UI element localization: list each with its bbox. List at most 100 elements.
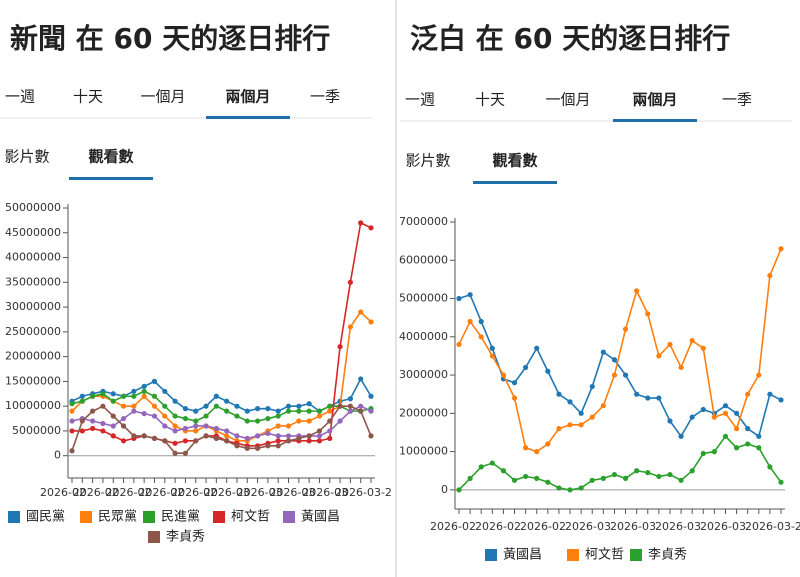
data-point bbox=[151, 413, 158, 419]
data-point bbox=[296, 418, 302, 424]
data-point bbox=[567, 399, 573, 405]
data-point bbox=[254, 433, 261, 439]
x-tick-label: 2026-02 bbox=[430, 520, 476, 533]
data-point bbox=[622, 475, 629, 481]
y-tick-label: 0 bbox=[54, 449, 61, 462]
period-tab[interactable]: 一週 bbox=[405, 91, 435, 109]
period-tab[interactable]: 一個月 bbox=[545, 91, 590, 109]
data-point bbox=[478, 318, 484, 325]
y-tick-label: 30000000 bbox=[5, 300, 61, 313]
data-point bbox=[667, 341, 673, 348]
data-point bbox=[172, 413, 178, 419]
data-point bbox=[700, 406, 706, 413]
data-point bbox=[182, 450, 189, 456]
data-point bbox=[578, 410, 584, 416]
metric-tab[interactable]: 影片數 bbox=[405, 152, 450, 170]
x-tick-label: 2026-03-2 bbox=[745, 520, 800, 533]
y-tick-label: 15000000 bbox=[5, 374, 61, 387]
data-point bbox=[306, 408, 312, 414]
data-point bbox=[467, 292, 473, 298]
period-tab[interactable]: 一季 bbox=[722, 91, 752, 109]
data-point bbox=[689, 468, 695, 474]
data-point bbox=[182, 406, 189, 412]
data-point bbox=[358, 220, 364, 226]
x-tick-label: 2026-03 bbox=[700, 520, 746, 533]
data-point bbox=[151, 435, 158, 441]
data-point bbox=[667, 418, 673, 424]
period-tab[interactable]: 一季 bbox=[310, 88, 340, 106]
data-point bbox=[69, 428, 75, 434]
y-tick-label: 3000000 bbox=[399, 368, 448, 381]
data-point bbox=[711, 449, 717, 455]
metric-tab[interactable]: 觀看數 bbox=[88, 148, 133, 166]
x-tick-label: 2026-02 bbox=[106, 486, 152, 499]
data-point bbox=[567, 487, 573, 493]
data-point bbox=[600, 349, 606, 355]
data-point bbox=[141, 433, 147, 439]
data-point bbox=[265, 430, 271, 437]
y-tick-label: 45000000 bbox=[5, 226, 61, 239]
data-point bbox=[327, 408, 333, 414]
data-point bbox=[213, 425, 219, 432]
data-point bbox=[327, 428, 333, 434]
data-point bbox=[224, 428, 230, 434]
data-point bbox=[275, 408, 281, 414]
metric-tab[interactable]: 影片數 bbox=[4, 148, 49, 166]
data-point bbox=[358, 403, 364, 409]
data-point bbox=[678, 477, 684, 483]
data-point bbox=[368, 393, 374, 399]
data-point bbox=[275, 433, 281, 439]
data-point bbox=[611, 372, 618, 378]
data-point bbox=[556, 485, 562, 491]
data-point bbox=[234, 443, 240, 449]
data-point bbox=[110, 398, 116, 404]
data-point bbox=[110, 433, 116, 439]
data-point bbox=[193, 438, 199, 444]
period-tab[interactable]: 兩個月 bbox=[225, 88, 270, 106]
data-point bbox=[534, 449, 540, 455]
data-point bbox=[254, 445, 261, 451]
y-tick-label: 0 bbox=[441, 483, 448, 496]
y-tick-label: 10000000 bbox=[5, 399, 61, 412]
data-point bbox=[131, 403, 137, 409]
data-point bbox=[224, 438, 230, 444]
data-point bbox=[285, 403, 292, 409]
data-point bbox=[213, 393, 219, 399]
data-point bbox=[203, 423, 209, 429]
data-point bbox=[69, 418, 75, 424]
data-point bbox=[316, 408, 323, 414]
metric-tab[interactable]: 觀看數 bbox=[492, 152, 537, 170]
data-point bbox=[100, 391, 106, 397]
legend-swatch bbox=[485, 549, 497, 561]
data-point bbox=[141, 383, 147, 389]
data-point bbox=[234, 403, 240, 409]
data-point bbox=[182, 438, 189, 444]
x-tick-label: 2026-02 bbox=[40, 486, 86, 499]
period-tab[interactable]: 一個月 bbox=[140, 88, 185, 106]
data-point bbox=[722, 403, 729, 409]
legend-swatch bbox=[567, 549, 579, 561]
period-tab[interactable]: 兩個月 bbox=[632, 91, 677, 109]
data-point bbox=[182, 415, 189, 422]
x-tick-label: 2026-03 bbox=[655, 520, 701, 533]
data-point bbox=[275, 423, 281, 429]
data-point bbox=[700, 345, 706, 351]
data-point bbox=[100, 428, 106, 434]
data-point bbox=[224, 408, 230, 414]
period-tab[interactable]: 十天 bbox=[475, 91, 505, 109]
data-point bbox=[733, 410, 740, 416]
period-tab[interactable]: 十天 bbox=[73, 88, 103, 106]
data-point bbox=[110, 391, 116, 397]
data-point bbox=[622, 372, 629, 378]
data-point bbox=[337, 418, 343, 424]
data-point bbox=[110, 423, 116, 429]
data-point bbox=[556, 426, 562, 432]
data-point bbox=[456, 295, 462, 302]
y-tick-label: 20000000 bbox=[5, 350, 61, 363]
data-point bbox=[151, 393, 158, 399]
data-point bbox=[337, 403, 343, 409]
data-point bbox=[110, 413, 116, 419]
period-tab[interactable]: 一週 bbox=[5, 88, 35, 106]
legend-swatch bbox=[80, 511, 92, 523]
legend-label: 黃國昌 bbox=[301, 510, 340, 525]
